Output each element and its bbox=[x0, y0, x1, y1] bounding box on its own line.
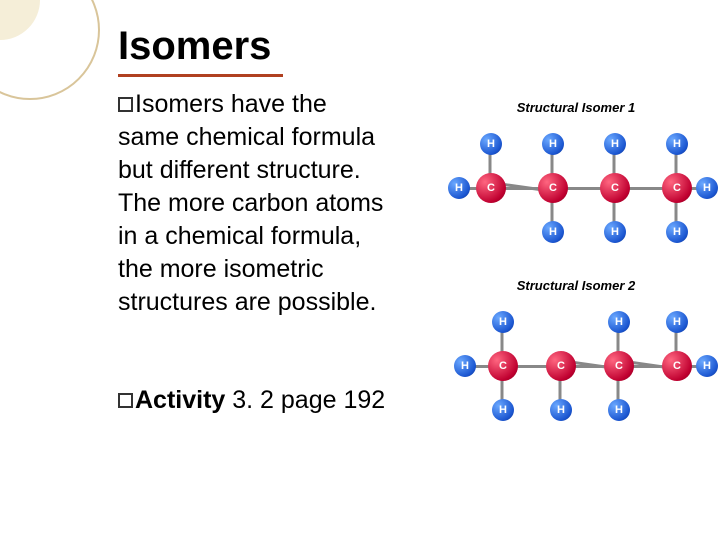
hydrogen-atom: H bbox=[666, 133, 688, 155]
title-underline bbox=[118, 74, 283, 77]
bond bbox=[628, 187, 664, 190]
molecule-2: CCCCHHHHHHHH bbox=[446, 299, 706, 419]
carbon-atom: C bbox=[604, 351, 634, 381]
carbon-atom: C bbox=[488, 351, 518, 381]
body-rest: have the same chemical formula but diffe… bbox=[118, 90, 383, 316]
carbon-atom: C bbox=[662, 173, 692, 203]
body-lead: Isomers bbox=[135, 90, 224, 118]
diagram-2-label: Structural Isomer 2 bbox=[446, 278, 706, 293]
slide-corner-decoration bbox=[0, 0, 120, 120]
hydrogen-atom: H bbox=[666, 221, 688, 243]
slide-title: Isomers bbox=[118, 24, 271, 69]
diagram-1-label: Structural Isomer 1 bbox=[446, 100, 706, 115]
hydrogen-atom: H bbox=[696, 355, 718, 377]
hydrogen-atom: H bbox=[448, 177, 470, 199]
hydrogen-atom: H bbox=[454, 355, 476, 377]
hydrogen-atom: H bbox=[666, 311, 688, 333]
hydrogen-atom: H bbox=[696, 177, 718, 199]
hydrogen-atom: H bbox=[542, 133, 564, 155]
isomer-diagram-2: Structural Isomer 2 CCCCHHHHHHHH bbox=[446, 278, 706, 418]
hydrogen-atom: H bbox=[480, 133, 502, 155]
hydrogen-atom: H bbox=[608, 399, 630, 421]
hydrogen-atom: H bbox=[604, 221, 626, 243]
hydrogen-atom: H bbox=[604, 133, 626, 155]
bond bbox=[516, 365, 548, 368]
carbon-atom: C bbox=[538, 173, 568, 203]
hydrogen-atom: H bbox=[492, 311, 514, 333]
activity-lead: Activity bbox=[135, 386, 225, 414]
hydrogen-atom: H bbox=[608, 311, 630, 333]
carbon-atom: C bbox=[600, 173, 630, 203]
activity-rest: 3. 2 page 192 bbox=[225, 386, 385, 414]
carbon-atom: C bbox=[476, 173, 506, 203]
bullet-box-icon bbox=[118, 393, 133, 408]
body-paragraph: Isomers have the same chemical formula b… bbox=[118, 88, 388, 319]
activity-line: Activity 3. 2 page 192 bbox=[118, 386, 385, 415]
isomer-diagram-1: Structural Isomer 1 CCCCHHHHHHHHH bbox=[446, 100, 706, 250]
molecule-1: CCCCHHHHHHHHH bbox=[446, 121, 706, 241]
hydrogen-atom: H bbox=[492, 399, 514, 421]
bullet-box-icon bbox=[118, 97, 133, 112]
carbon-atom: C bbox=[662, 351, 692, 381]
hydrogen-atom: H bbox=[542, 221, 564, 243]
bond bbox=[566, 187, 602, 190]
carbon-atom: C bbox=[546, 351, 576, 381]
hydrogen-atom: H bbox=[550, 399, 572, 421]
